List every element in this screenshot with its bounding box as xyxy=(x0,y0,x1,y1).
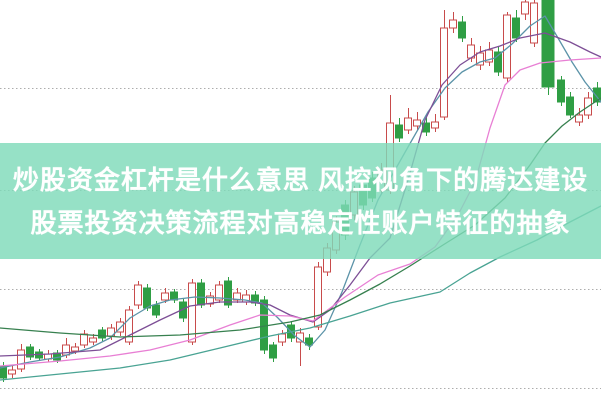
headline-overlay-band: 炒股资金杠杆是什么意思 风控视角下的腾达建设 股票投资决策流程对高稳定性账户特征… xyxy=(0,143,601,259)
headline-line-2: 股票投资决策流程对高稳定性账户特征的抽象 xyxy=(30,207,571,238)
headline-line-1: 炒股资金杠杆是什么意思 风控视角下的腾达建设 xyxy=(12,164,589,195)
